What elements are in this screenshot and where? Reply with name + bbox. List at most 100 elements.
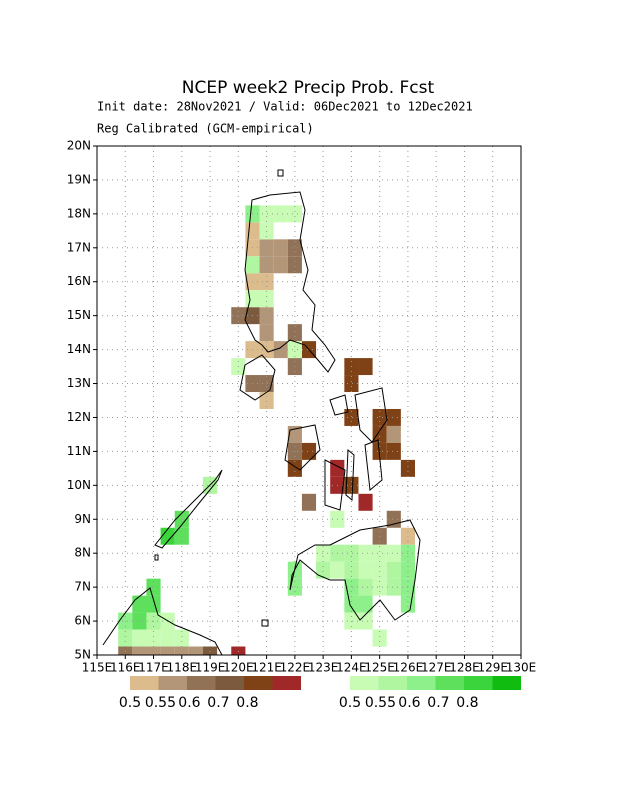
prob-cell (259, 205, 274, 223)
y-tick-label: 14N (67, 342, 91, 356)
prob-cell (259, 290, 274, 308)
prob-cell (174, 510, 189, 528)
prob-cell (358, 493, 373, 511)
x-tick-label: 116E (110, 661, 141, 675)
legend-swatch (435, 676, 464, 690)
mindoro (239, 354, 276, 401)
note: Reg Calibrated (GCM-empirical) (97, 122, 314, 136)
title: NCEP week2 Precip Prob. Fcst (182, 78, 435, 98)
prob-cell (358, 561, 373, 579)
prob-cell (287, 324, 302, 342)
prob-cell (273, 256, 288, 274)
samar (354, 387, 388, 443)
prob-cell (259, 392, 274, 409)
y-tick-label: 10N (67, 478, 91, 492)
prob-cell (386, 561, 401, 579)
x-tick-label: 123E (308, 661, 339, 675)
prob-cell (386, 425, 401, 443)
legend-swatch (407, 676, 436, 690)
x-tick-label: 121E (251, 661, 282, 675)
prob-cell (273, 205, 288, 223)
y-tick-label: 18N (67, 206, 91, 220)
grid: 115E116E117E118E119E120E121E122E123E124E… (67, 139, 537, 675)
y-tick-label: 20N (67, 139, 91, 153)
prob-cell (372, 578, 387, 596)
prob-cell (245, 256, 260, 274)
prob-cell (259, 324, 274, 342)
legend-swatch (215, 676, 244, 690)
prob-cell (174, 646, 189, 655)
prob-cell (231, 307, 246, 325)
legend-swatch (130, 676, 159, 690)
prob-cell (132, 595, 147, 613)
prob-cell (344, 544, 359, 562)
x-tick-label: 122E (280, 661, 311, 675)
legend-label: 0.7 (427, 695, 449, 711)
x-tick-label: 129E (477, 661, 508, 675)
prob-cell (245, 222, 260, 240)
y-tick-label: 8N (74, 546, 91, 560)
prob-cell (358, 595, 373, 613)
x-tick-label: 118E (167, 661, 198, 675)
prob-cell (358, 578, 373, 596)
legend-label: 0.55 (365, 695, 396, 711)
prob-cell (358, 544, 373, 562)
legend-swatch (244, 676, 273, 690)
x-tick-label: 128E (449, 661, 480, 675)
y-tick-label: 11N (67, 444, 91, 458)
masbate (329, 394, 349, 416)
borneo (102, 587, 223, 655)
prob-cell (344, 561, 359, 579)
prob-cell (146, 595, 161, 613)
y-tick-label: 17N (67, 240, 91, 254)
prob-cell (358, 358, 373, 376)
prob-cell (386, 544, 401, 562)
prob-cell (301, 442, 317, 460)
prob-cell (344, 595, 359, 613)
prob-cell (273, 341, 288, 359)
prob-cell (386, 442, 401, 460)
y-tick-label: 15N (67, 308, 91, 322)
prob-cell (386, 408, 401, 426)
prob-cell (132, 612, 147, 630)
prob-cell (316, 561, 331, 579)
prob-cell (259, 307, 274, 325)
prob-cell (372, 425, 387, 443)
x-tick-label: 120E (223, 661, 254, 675)
y-tick-label: 7N (74, 580, 91, 594)
prob-cell (160, 527, 175, 545)
prob-cell (372, 544, 387, 562)
prob-cell (160, 646, 175, 655)
y-tick-label: 12N (67, 410, 91, 424)
legend-label: 0.55 (145, 695, 176, 711)
prob-cell (372, 629, 387, 647)
legend-label: 0.7 (207, 695, 229, 711)
cebu (345, 448, 355, 502)
coastline (102, 169, 421, 655)
x-tick-label: 117E (138, 661, 169, 675)
prob-cell (146, 578, 161, 596)
prob-cell (174, 629, 189, 647)
y-tick-label: 19N (67, 172, 91, 186)
prob-cell (372, 561, 387, 579)
legend-swatch (187, 676, 216, 690)
legend-swatch (378, 676, 407, 690)
prob-cell (160, 629, 175, 647)
prob-cell (231, 646, 246, 655)
prob-cell (259, 222, 274, 240)
x-tick-label: 115E (82, 661, 113, 675)
y-tick-label: 5N (74, 648, 91, 662)
prob-cell (358, 612, 373, 630)
prob-cell (146, 646, 161, 655)
prob-cell (330, 561, 345, 579)
prob-cell (259, 256, 274, 274)
legend-label: 0.5 (339, 695, 361, 711)
y-tick-label: 9N (74, 512, 91, 526)
islets (154, 169, 284, 627)
prob-cell (118, 629, 133, 647)
prob-cell (132, 646, 147, 655)
prob-cell (287, 459, 302, 477)
y-tick-label: 6N (74, 614, 91, 628)
prob-cell (316, 544, 331, 562)
